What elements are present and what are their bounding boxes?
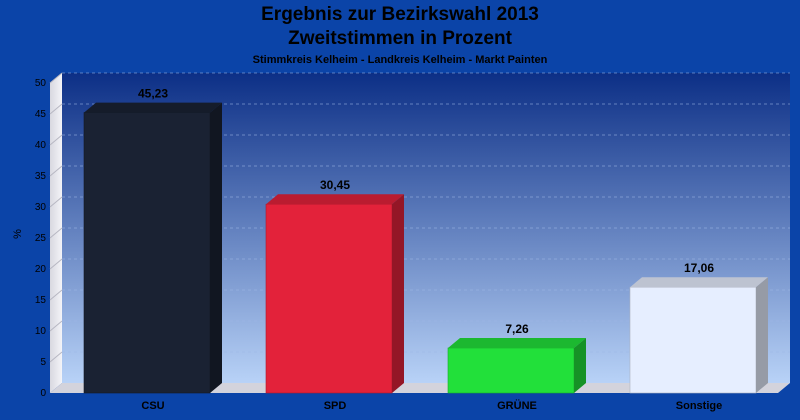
y-tick-label: 10 [35,326,47,337]
y-tick-label: 25 [35,233,47,244]
chart-title: Ergebnis zur Bezirkswahl 2013 [261,4,539,25]
gridline-wall [49,196,63,208]
y-tick-label: 15 [35,295,47,306]
x-tick-label: GRÜNE [497,399,537,412]
bar-top [630,277,768,288]
y-tick-label: 5 [40,357,46,368]
bar-grüne [447,347,575,394]
data-label: 45,23 [138,87,168,101]
data-label: 30,45 [320,178,350,192]
gridline-wall [49,134,63,146]
gridline-wall [49,227,63,239]
y-tick-label: 20 [35,264,47,275]
labels: 45,23 CSU 30,45 SPD 7,26 GRÜNE 17,06 Sonstige [138,87,722,412]
gridline-wall [49,320,63,332]
bar-side [756,277,768,393]
bar-top [448,337,586,348]
bar-side [210,102,222,393]
gridline-wall [49,165,63,177]
bar-side [392,194,404,393]
x-tick-label: Sonstige [676,400,722,412]
bar-side [574,337,586,393]
plot-floor [50,383,790,393]
y-tick-label: 45 [35,109,47,120]
y-axis-label: % [12,229,24,239]
bar-csu [83,112,211,394]
y-tick-label: 50 [35,78,47,89]
bar-top [266,194,404,205]
chart-subtitle: Zweitstimmen in Prozent [288,28,512,49]
data-label: 7,26 [505,322,529,336]
y-tick-label: 35 [35,171,47,182]
y-axis: 0 5 10 15 20 25 30 35 40 45 50% [12,78,46,399]
gridline-wall [49,351,63,363]
y-tick-label: 40 [35,140,47,151]
x-tick-label: SPD [324,400,347,412]
bar-spd [265,203,393,394]
bar-sonstige [629,286,757,394]
y-tick-label: 30 [35,202,47,213]
y-tick-label: 0 [40,388,46,399]
gridline-wall [49,72,63,84]
x-tick-label: CSU [141,400,164,412]
gridline-wall [49,258,63,270]
gridline-wall [49,103,63,115]
bars [83,102,768,394]
data-label: 17,06 [684,261,714,275]
bar-top [84,102,222,113]
gridline-wall [49,289,63,301]
chart-region-subtitle: Stimmkreis Kelheim - Landkreis Kelheim -… [252,54,548,66]
